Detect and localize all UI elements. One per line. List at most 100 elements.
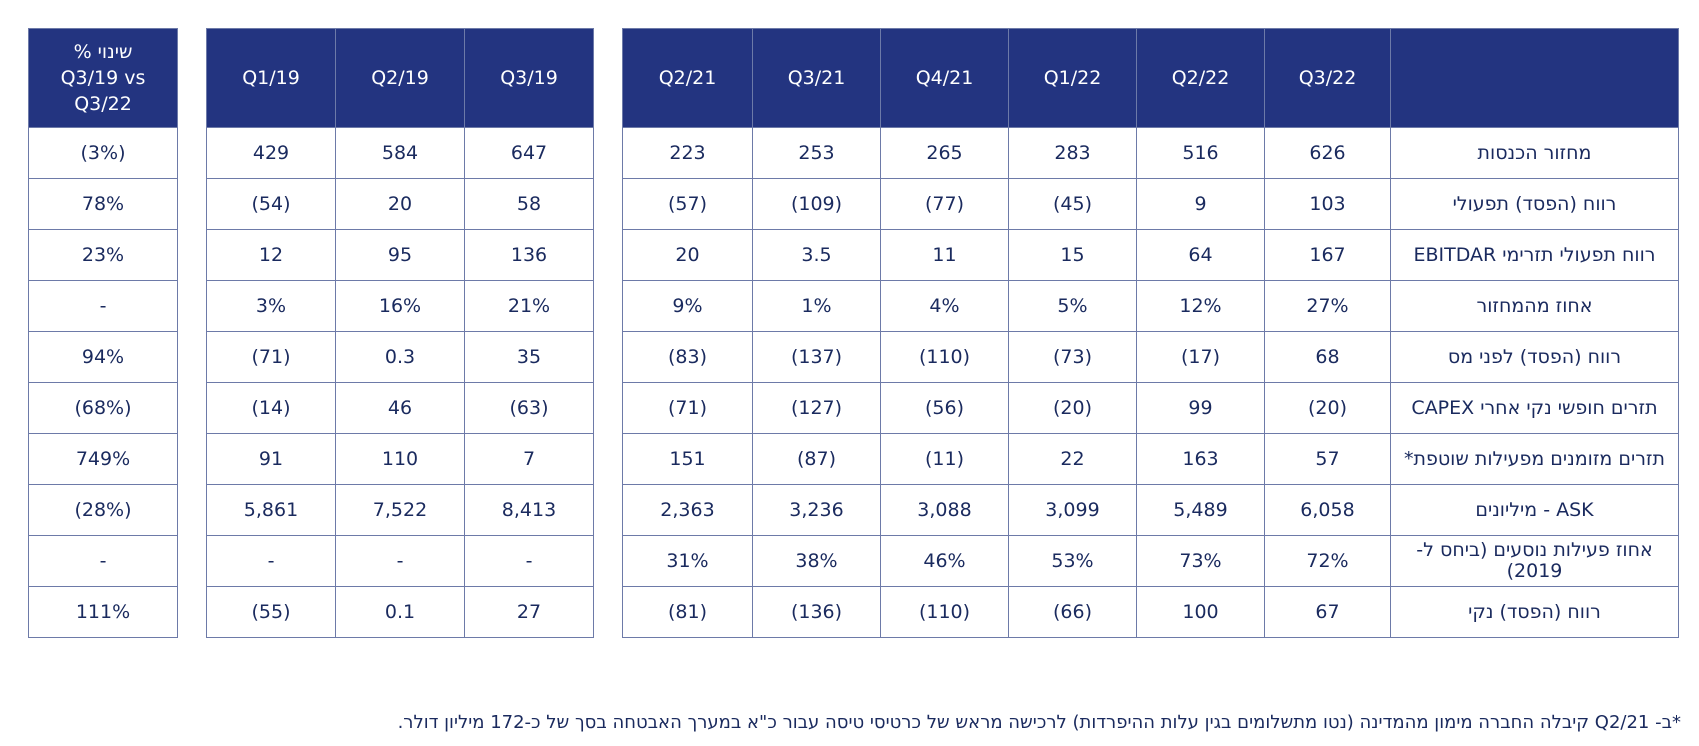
value-cell: 20 [335, 178, 465, 230]
table-row: 223 253 265 283 516 626 מחזור הכנסות [622, 127, 1679, 179]
table-row: 31% 38% 46% 53% 73% 72% אחוז פעילות נוסע… [622, 535, 1679, 587]
value-cell: 110 [335, 433, 465, 485]
value-cell: 103 [1264, 178, 1391, 230]
value-cell: (11) [880, 433, 1009, 485]
change-cell: 78% [28, 178, 178, 230]
value-cell: 12 [206, 229, 336, 281]
value-cell: 57 [1264, 433, 1391, 485]
value-cell: 46% [880, 535, 1009, 587]
value-cell: 27 [464, 586, 594, 638]
value-cell: 6,058 [1264, 484, 1391, 536]
row-label: רווח (הפסד) לפני מס [1390, 331, 1679, 383]
row-label: ASK - מיליונים [1390, 484, 1679, 536]
change-header: % שינוי Q3/19 vs Q3/22 [28, 28, 178, 128]
value-cell: 516 [1136, 127, 1265, 179]
change-header-line1: % שינוי [73, 41, 133, 63]
value-cell: (20) [1008, 382, 1137, 434]
value-cell: (14) [206, 382, 336, 434]
table-row: 12 95 136 [206, 229, 594, 281]
table-row: 151 (87) (11) 22 163 57 תזרים מזומנים מפ… [622, 433, 1679, 485]
change-header-line2: Q3/19 vs [60, 67, 146, 89]
value-cell: (55) [206, 586, 336, 638]
value-cell: 5,489 [1136, 484, 1265, 536]
table-row: 3% 16% 21% [206, 280, 594, 332]
table-row: (3%) [28, 127, 178, 179]
value-cell: 16% [335, 280, 465, 332]
value-cell: 3,099 [1008, 484, 1137, 536]
value-cell: 2,363 [622, 484, 753, 536]
table-row: --- [206, 535, 594, 587]
row-label: אחוז פעילות נוסעים (ביחס ל- 2019) [1390, 535, 1679, 587]
value-cell: (73) [1008, 331, 1137, 383]
value-cell: (66) [1008, 586, 1137, 638]
value-cell: 3% [206, 280, 336, 332]
value-cell: 647 [464, 127, 594, 179]
table-row: 91 110 7 [206, 433, 594, 485]
value-cell: - [206, 535, 336, 587]
value-cell: 584 [335, 127, 465, 179]
value-cell: 91 [206, 433, 336, 485]
row-label: רווח תפעולי תזרימי EBITDAR [1390, 229, 1679, 281]
value-cell: 11 [880, 229, 1009, 281]
value-cell: 626 [1264, 127, 1391, 179]
table-row: 429 584 647 [206, 127, 594, 179]
table-row: - [28, 535, 178, 587]
change-table: % שינוי Q3/19 vs Q3/22 (3%) 78% 23% - 94… [28, 28, 178, 638]
header-q2-19: Q2/19 [335, 28, 465, 128]
table-row: (81) (136) (110) (66) 100 67 רווח (הפסד)… [622, 586, 1679, 638]
row-label: תזרים מזומנים מפעילות שוטפת* [1390, 433, 1679, 485]
value-cell: 64 [1136, 229, 1265, 281]
change-cell: (28%) [28, 484, 178, 536]
table-row: 5,861 7,522 8,413 [206, 484, 594, 536]
value-cell: 20 [622, 229, 753, 281]
value-cell: 27% [1264, 280, 1391, 332]
change-cell: - [28, 535, 178, 587]
value-cell: (136) [752, 586, 881, 638]
row-label: אחוז מהמחזור [1390, 280, 1679, 332]
table-row: 111% [28, 586, 178, 638]
table-row: 749% [28, 433, 178, 485]
value-cell: 15 [1008, 229, 1137, 281]
header-metric-blank [1390, 28, 1679, 128]
footnote: *ב- Q2/21 קיבלה החברה מימון מהמדינה (נטו… [397, 712, 1681, 733]
value-cell: 429 [206, 127, 336, 179]
value-cell: (110) [880, 586, 1009, 638]
value-cell: (110) [880, 331, 1009, 383]
change-cell: - [28, 280, 178, 332]
table-row: (71) (127) (56) (20) 99 (20) תזרים חופשי… [622, 382, 1679, 434]
table-row: 2,363 3,236 3,088 3,099 5,489 6,058 ASK … [622, 484, 1679, 536]
value-cell: 46 [335, 382, 465, 434]
value-cell: (81) [622, 586, 753, 638]
value-cell: 9% [622, 280, 753, 332]
value-cell: 5,861 [206, 484, 336, 536]
value-cell: 5% [1008, 280, 1137, 332]
value-cell: 3,088 [880, 484, 1009, 536]
value-cell: (57) [622, 178, 753, 230]
header-q3-21: Q3/21 [752, 28, 881, 128]
value-cell: 7 [464, 433, 594, 485]
value-cell: 22 [1008, 433, 1137, 485]
value-cell: (45) [1008, 178, 1137, 230]
value-cell: 1% [752, 280, 881, 332]
header-q3-22: Q3/22 [1264, 28, 1391, 128]
header-q1-19: Q1/19 [206, 28, 336, 128]
value-cell: (17) [1136, 331, 1265, 383]
value-cell: (20) [1264, 382, 1391, 434]
value-cell: 167 [1264, 229, 1391, 281]
value-cell: 0.3 [335, 331, 465, 383]
value-cell: 58 [464, 178, 594, 230]
value-cell: 223 [622, 127, 753, 179]
value-cell: (83) [622, 331, 753, 383]
value-cell: (71) [206, 331, 336, 383]
table-row: (68%) [28, 382, 178, 434]
table-row: 78% [28, 178, 178, 230]
header-q2-21: Q2/21 [622, 28, 753, 128]
value-cell: 4% [880, 280, 1009, 332]
row-label: מחזור הכנסות [1390, 127, 1679, 179]
table-row: - [28, 280, 178, 332]
value-cell: 73% [1136, 535, 1265, 587]
change-cell: 111% [28, 586, 178, 638]
value-cell: 253 [752, 127, 881, 179]
row-label: רווח (הפסד) נקי [1390, 586, 1679, 638]
value-cell: 35 [464, 331, 594, 383]
